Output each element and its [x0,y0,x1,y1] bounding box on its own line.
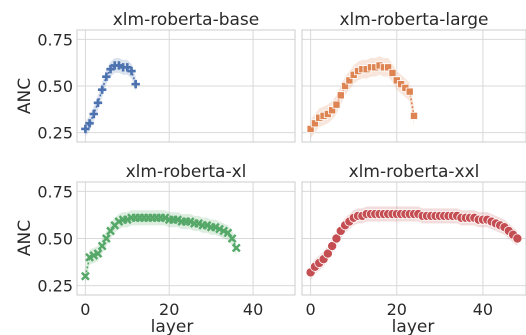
panel-xlm-roberta-xxl: xlm-roberta-xxl 0 20 40 [301,162,526,319]
panel-title: xlm-roberta-xxl [349,162,480,182]
y-axis-label-top: ANC [15,78,35,114]
data-point [97,85,107,94]
panel-frame [76,29,296,143]
data-point [227,234,237,243]
panel-frame [301,181,526,296]
y-tick-label: 0.75 [37,30,73,49]
data-point [345,76,354,85]
y-tick-label: 0.75 [37,182,73,201]
panels: xlm-roberta-base0.250.500.75xlm-roberta-… [37,10,526,319]
x-tick-label: 0 [80,300,90,319]
data-point [85,119,94,128]
data-point [306,124,315,133]
data-point [81,124,90,134]
y-tick-label: 0.25 [37,277,73,296]
panel-title: xlm-roberta-large [339,10,488,30]
y-tick-label: 0.50 [37,230,73,249]
data-point [512,233,523,244]
x-tick-label: 40 [473,300,493,319]
panel-frame [301,29,526,143]
y-axis-label-bottom: ANC [15,220,35,256]
data-point [102,72,111,81]
data-point [388,68,397,77]
data-point [341,82,350,91]
data-point [322,248,333,259]
confidence-band [310,206,518,280]
data-point [131,79,140,89]
data-point [409,111,418,120]
data-point [89,109,98,119]
data-point [332,100,341,109]
data-point [336,91,345,100]
confidence-band [85,210,237,284]
panel-frame [76,181,296,296]
panel-xlm-roberta-large: xlm-roberta-large [301,10,526,143]
data-point [310,119,319,128]
data-point [97,241,107,251]
panel-title: xlm-roberta-base [113,10,259,30]
data-point [93,249,103,258]
data-point [93,98,103,107]
x-tick-label: 20 [159,300,179,319]
data-point [101,234,111,243]
x-axis-label-right: layer [392,317,435,335]
data-point [327,241,338,252]
y-tick-label: 0.25 [37,124,73,143]
x-tick-label: 40 [243,300,263,319]
data-point [331,233,342,244]
data-point [80,271,90,281]
data-point [231,243,241,253]
y-tick-label: 0.50 [37,77,73,96]
panel-xlm-roberta-xl: xlm-roberta-xl 0.25 0.50 0.75 0 20 40 [37,162,296,319]
data-point [405,87,414,96]
panel-xlm-roberta-base: xlm-roberta-base 0.25 0.50 0.75 [37,10,296,143]
data-point [384,63,393,72]
x-axis-label-left: layer [151,317,194,335]
data-point [328,106,337,115]
confidence-band [85,58,136,137]
x-tick-label: 0 [306,300,316,319]
x-tick-label: 20 [387,300,407,319]
data-point [127,66,136,76]
panel-title: xlm-roberta-xl [126,162,247,182]
